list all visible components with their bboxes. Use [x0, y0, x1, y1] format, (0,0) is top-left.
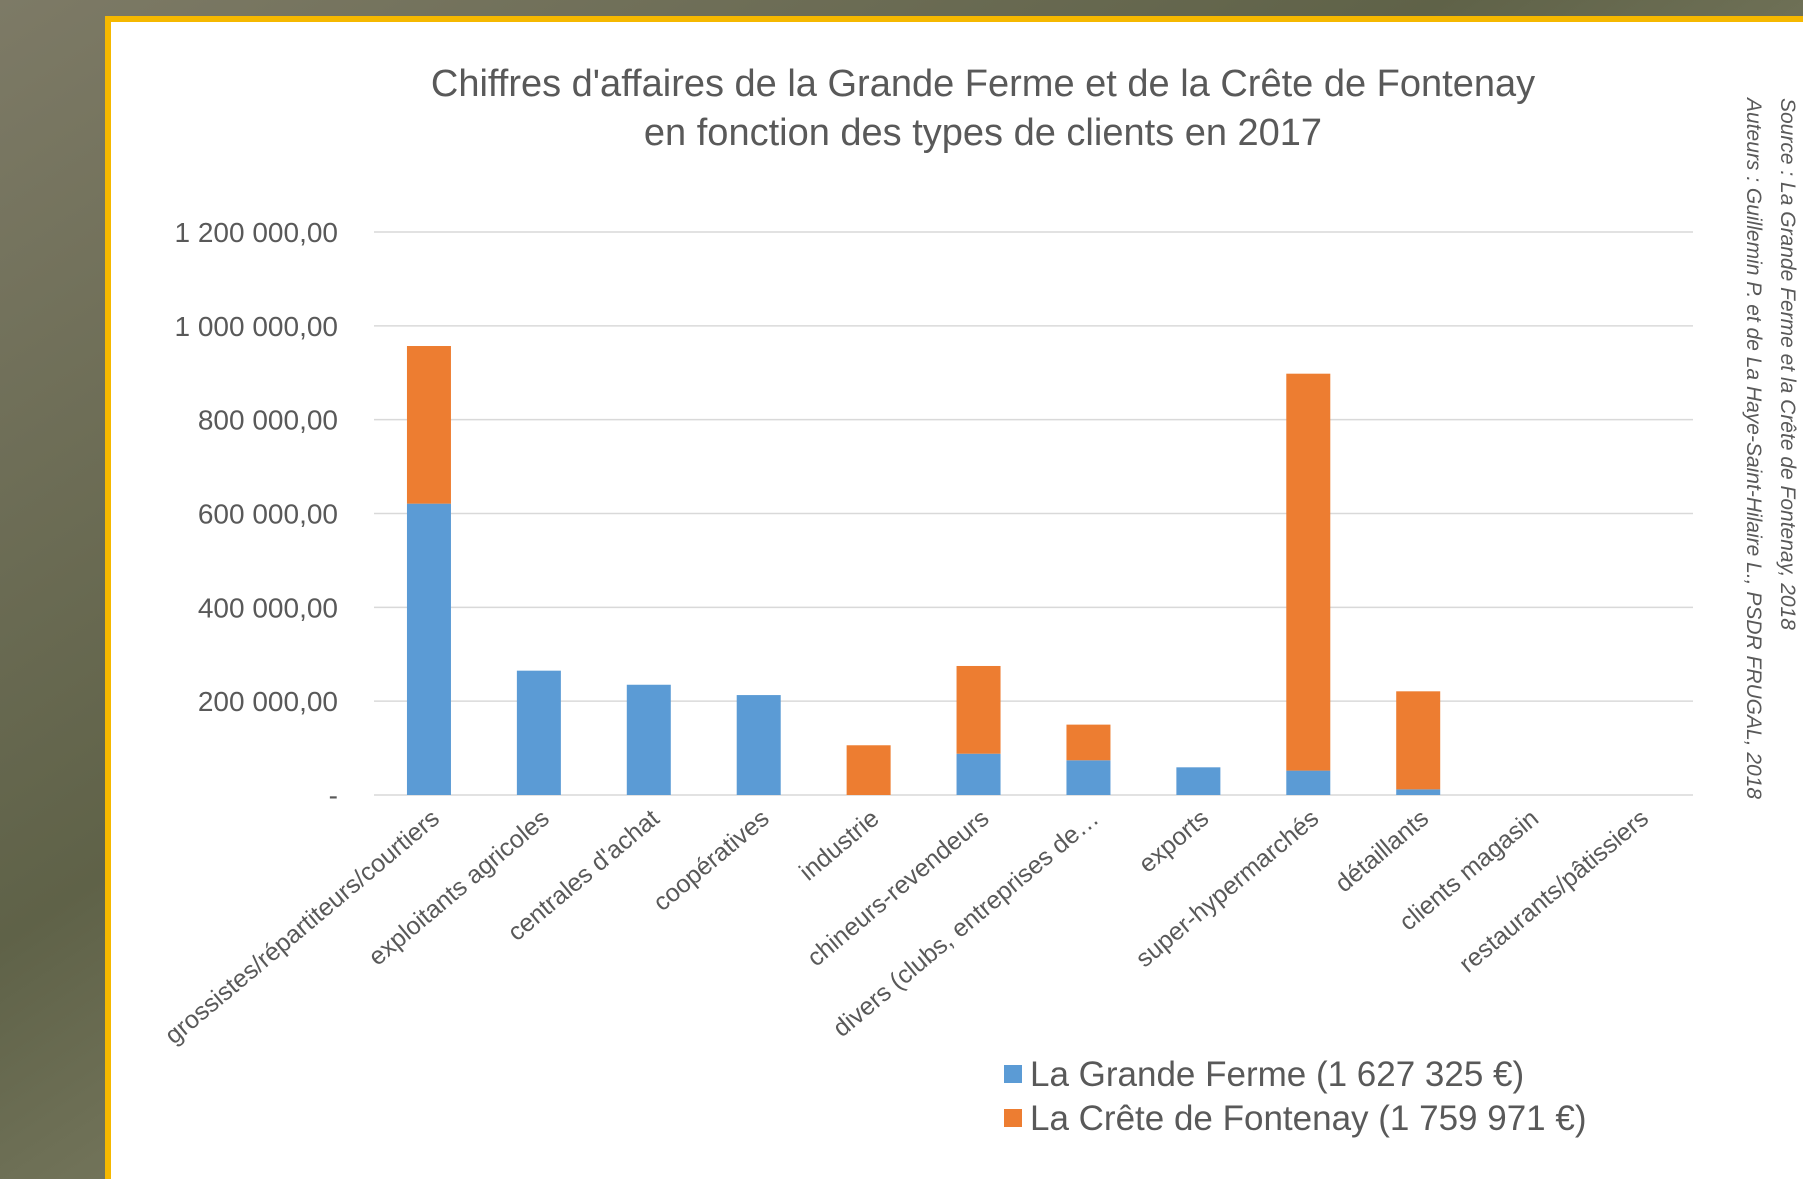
y-tick-label: 600 000,00 — [198, 499, 338, 530]
bar — [1286, 771, 1330, 795]
legend-label: La Grande Ferme (1 627 325 €) — [1030, 1055, 1524, 1094]
bar — [1286, 374, 1330, 771]
y-tick-label: - — [329, 780, 338, 811]
bar — [957, 754, 1001, 795]
legend-swatch — [1004, 1065, 1022, 1083]
bar — [1066, 760, 1110, 795]
bar — [1396, 691, 1440, 789]
legend-label: La Crête de Fontenay (1 759 971 €) — [1030, 1099, 1586, 1138]
y-tick-label: 1 200 000,00 — [175, 217, 339, 248]
bar — [627, 685, 671, 795]
bar — [1066, 725, 1110, 761]
bar — [737, 695, 781, 795]
authors-note: Auteurs : Guillemin P. et de La Haye-Sai… — [1742, 96, 1765, 799]
source-note: Source : La Grande Ferme et la Crête de … — [1776, 98, 1799, 630]
bar — [1176, 767, 1220, 795]
y-tick-label: 200 000,00 — [198, 686, 338, 717]
bar — [1396, 789, 1440, 795]
bar — [407, 504, 451, 795]
y-tick-label: 800 000,00 — [198, 405, 338, 436]
chart: Chiffres d'affaires de la Grande Ferme e… — [0, 0, 1803, 1179]
panel — [108, 19, 1803, 1179]
bar — [957, 666, 1001, 754]
bar — [517, 671, 561, 795]
y-tick-label: 1 000 000,00 — [175, 311, 339, 342]
chart-title: Chiffres d'affaires de la Grande Ferme e… — [431, 63, 1535, 105]
bar — [847, 745, 891, 795]
chart-title: en fonction des types de clients en 2017 — [644, 112, 1322, 154]
y-tick-label: 400 000,00 — [198, 592, 338, 623]
legend-swatch — [1004, 1109, 1022, 1127]
bar — [407, 346, 451, 504]
